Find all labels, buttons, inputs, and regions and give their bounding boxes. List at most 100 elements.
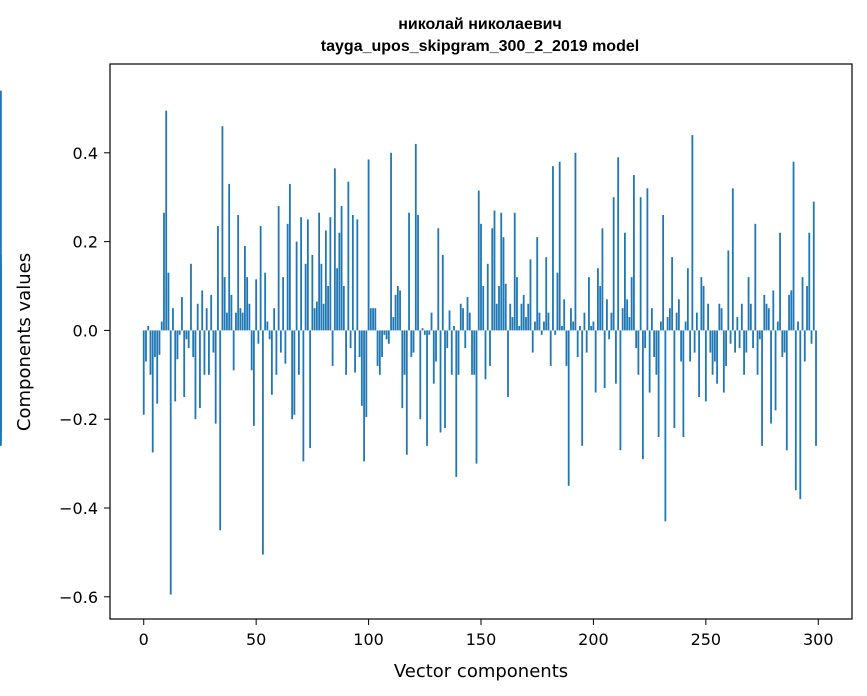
bar-208 [610, 312, 613, 331]
bar-159 [500, 212, 503, 331]
bar-24 [196, 303, 199, 331]
bar-7 [158, 330, 161, 355]
bar-160 [502, 237, 505, 331]
bar-35 [221, 126, 224, 331]
bar-244 [691, 135, 694, 331]
y-tick-label-4: 0.2 [73, 233, 98, 252]
bar-134 [444, 330, 446, 429]
bar-122 [417, 214, 419, 331]
bar-239 [680, 330, 683, 362]
bar-54 [264, 272, 267, 331]
x-tick-label-5: 250 [691, 630, 722, 649]
bar-44 [241, 312, 244, 331]
bar-186 [561, 325, 563, 331]
bar-51 [257, 330, 260, 344]
bar-195 [581, 330, 584, 446]
bar-252 [709, 330, 712, 353]
bar-270 [749, 303, 752, 331]
bar-26 [201, 290, 204, 331]
bar-194 [579, 325, 581, 331]
bar-158 [498, 286, 500, 331]
bar-66 [291, 330, 294, 420]
bar-18 [183, 330, 186, 397]
bar-226 [650, 308, 653, 331]
x-axis-label: Vector components [394, 661, 568, 682]
bar-193 [576, 330, 579, 358]
bar-261 [729, 330, 732, 344]
bar-58 [273, 308, 276, 331]
bar-196 [583, 312, 586, 331]
bar-255 [716, 330, 718, 384]
bar-147 [473, 330, 476, 375]
bar-91 [347, 181, 350, 331]
bar-49 [253, 330, 255, 426]
bar-268 [745, 330, 748, 353]
bar-90 [345, 330, 347, 375]
bar-197 [585, 330, 588, 353]
bar-161 [504, 283, 507, 331]
bar-176 [538, 312, 541, 331]
bar-294 [803, 330, 806, 362]
bar-102 [372, 308, 374, 331]
bar-209 [612, 197, 615, 331]
bar-240 [682, 330, 685, 437]
bar-77 [315, 301, 318, 331]
bar-265 [738, 330, 741, 349]
bar-125 [423, 330, 426, 335]
bar-25 [199, 330, 201, 409]
bar-121 [414, 143, 417, 331]
bar-241 [684, 321, 687, 331]
bar-233 [666, 317, 669, 331]
bar-136 [448, 310, 451, 331]
bar-112 [394, 294, 397, 331]
bar-171 [527, 303, 530, 331]
bar-267 [743, 330, 745, 375]
bar-72 [304, 263, 307, 331]
bar-56 [268, 330, 271, 340]
bar-256 [718, 303, 721, 331]
bar-6 [156, 330, 159, 404]
bar-273 [756, 330, 759, 375]
bar-245 [693, 330, 696, 353]
bar-79 [320, 263, 323, 331]
y-axis-ticks: −0.6 −0.4 −0.2 0.0 0.2 0.4 [59, 144, 110, 607]
bar-229 [657, 330, 660, 437]
bar-246 [695, 312, 698, 331]
y-tick-label-1: −0.4 [59, 499, 98, 518]
bar-165 [513, 212, 516, 331]
bar-120 [412, 330, 415, 353]
bar-128 [430, 312, 433, 331]
bar-87 [338, 232, 341, 331]
bar-47 [248, 303, 251, 331]
bar-109 [387, 330, 390, 344]
bar-68 [295, 241, 298, 331]
y-tick-label-5: 0.4 [73, 144, 98, 163]
bar-230 [659, 321, 662, 331]
bar-271 [752, 330, 754, 349]
bar-181 [549, 330, 552, 366]
bar-264 [736, 317, 739, 331]
bar-74 [309, 330, 312, 449]
bar-177 [540, 330, 543, 335]
bar-2 [147, 325, 150, 331]
bar-132 [439, 330, 442, 433]
y-tick-label-2: −0.2 [59, 410, 98, 429]
chart-title-line2: tayga_upos_skipgram_300_2_2019 model [321, 38, 639, 55]
bar-12 [169, 330, 172, 595]
bar-110 [390, 152, 392, 331]
bar-46 [246, 277, 249, 331]
bar-188 [565, 330, 568, 366]
bar-216 [628, 317, 631, 331]
bar-260 [727, 250, 730, 331]
bar-45 [244, 246, 246, 331]
bar-251 [707, 303, 709, 331]
bar-266 [740, 303, 743, 331]
bar-180 [547, 312, 550, 331]
bar-59 [275, 330, 278, 375]
bar-117 [405, 330, 408, 455]
bar-61 [279, 330, 282, 353]
bar-238 [677, 299, 680, 331]
bar-198 [588, 277, 590, 331]
bar-281 [774, 330, 777, 411]
bar-299 [815, 330, 817, 446]
